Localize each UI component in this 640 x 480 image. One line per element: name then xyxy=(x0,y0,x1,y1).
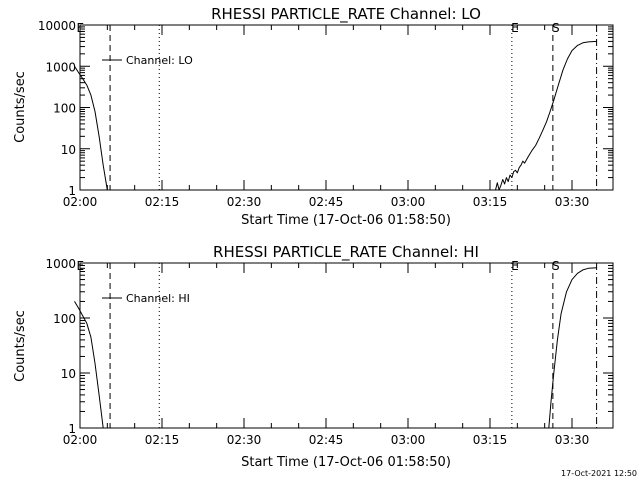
x-tick-label: 02:15 xyxy=(145,433,180,447)
x-tick-label: 02:15 xyxy=(145,195,180,209)
panel-hi: RHESSI PARTICLE_RATE Channel: HI Start T… xyxy=(13,243,614,470)
x-tick-label: 02:00 xyxy=(63,195,98,209)
legend-label: Channel: LO xyxy=(126,54,193,67)
x-tick-label: 03:15 xyxy=(473,433,508,447)
x-tick-label: 03:15 xyxy=(473,195,508,209)
marker-label: E xyxy=(511,21,519,35)
x-tick-label: 02:00 xyxy=(63,433,98,447)
y-tick-label: 1000 xyxy=(45,60,76,74)
y-axis-label: Counts/sec xyxy=(13,310,28,382)
x-tick-label: 03:30 xyxy=(555,433,590,447)
footer-date: 17-Oct-2021 12:50 xyxy=(561,469,637,478)
x-axis-label: Start Time (17-Oct-06 01:58:50) xyxy=(241,213,451,228)
legend-label: Channel: HI xyxy=(126,292,190,305)
series-line-segment xyxy=(548,267,597,429)
chart-title: RHESSI PARTICLE_RATE Channel: LO xyxy=(211,5,481,24)
x-axis-label: Start Time (17-Oct-06 01:58:50) xyxy=(241,455,451,470)
marker-label: S xyxy=(552,21,560,35)
x-tick-label: 02:45 xyxy=(309,195,344,209)
y-tick-label: 100 xyxy=(53,312,76,326)
x-tick-label: 03:30 xyxy=(555,195,590,209)
y-tick-label: 10000 xyxy=(38,19,76,33)
marker-label: E xyxy=(511,259,519,273)
x-tick-label: 03:00 xyxy=(391,433,426,447)
x-tick-label: 03:00 xyxy=(391,195,426,209)
x-tick-label: 02:30 xyxy=(227,195,262,209)
x-tick-label: 02:45 xyxy=(309,433,344,447)
x-tick-label: 02:30 xyxy=(227,433,262,447)
series-line-segment xyxy=(74,66,108,191)
y-tick-label: 10 xyxy=(61,143,76,157)
plot-frame xyxy=(79,262,614,429)
y-axis-label: Counts/sec xyxy=(13,71,28,143)
y-tick-label: 100 xyxy=(53,102,76,116)
y-tick-label: 1 xyxy=(68,422,76,436)
marker-label: S xyxy=(552,259,560,273)
y-tick-label: 1 xyxy=(68,184,76,198)
marker-label: E xyxy=(76,259,84,273)
series-line-segment xyxy=(495,40,597,191)
series-line-segment xyxy=(74,301,104,429)
y-tick-label: 1000 xyxy=(45,257,76,271)
y-tick-label: 10 xyxy=(61,367,76,381)
marker-label: E xyxy=(76,21,84,35)
panel-lo: RHESSI PARTICLE_RATE Channel: LO Start T… xyxy=(13,5,614,228)
chart-title: RHESSI PARTICLE_RATE Channel: HI xyxy=(213,243,479,262)
